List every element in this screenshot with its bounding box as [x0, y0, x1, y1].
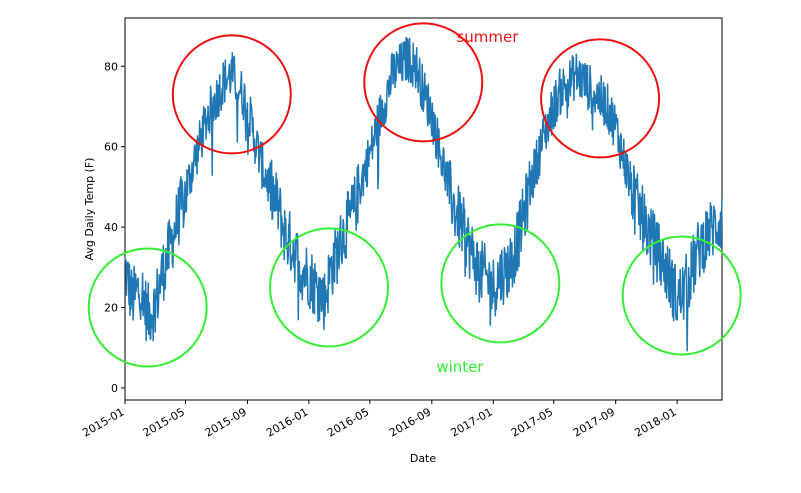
annotation-layer: summer winter [436, 28, 519, 376]
x-tick-label: 2015-01 [80, 405, 126, 439]
x-axis-ticks: 2015-01 2015-05 2015-09 2016-01 2016-05 2016-… [80, 400, 679, 440]
annotation-text: winter [436, 358, 484, 376]
y-axis-ticks: 0 20 40 60 80 [104, 60, 125, 395]
x-tick-label: 2015-09 [203, 405, 249, 439]
temperature-series-line [124, 36, 723, 352]
x-tick-label: 2017-01 [448, 405, 494, 439]
highlight-circle [171, 34, 292, 155]
x-tick-label: 2017-09 [571, 405, 617, 439]
series-layer [124, 36, 723, 352]
y-tick-label: 0 [111, 382, 118, 395]
highlight-circle [440, 223, 561, 344]
x-tick-label: 2016-09 [387, 405, 433, 439]
highlight-circle [269, 227, 390, 348]
highlight-circle [363, 22, 484, 143]
highlight-circle [621, 235, 742, 356]
y-tick-label: 60 [104, 141, 118, 154]
x-tick-label: 2016-05 [325, 405, 371, 439]
y-tick-label: 80 [104, 60, 118, 73]
x-tick-label: 2018-01 [632, 405, 678, 439]
y-tick-label: 40 [104, 221, 118, 234]
highlight-circle [87, 247, 208, 368]
x-tick-label: 2016-01 [264, 405, 310, 439]
x-axis-label: Date [410, 452, 437, 465]
annotation-text: summer [456, 28, 519, 46]
highlight-circle [540, 38, 661, 159]
circle-layer [87, 22, 742, 368]
y-axis-label: Avg Daily Temp (F) [83, 158, 96, 261]
y-tick-label: 20 [104, 302, 118, 315]
x-tick-label: 2017-05 [509, 405, 555, 439]
x-tick-label: 2015-05 [141, 405, 187, 439]
